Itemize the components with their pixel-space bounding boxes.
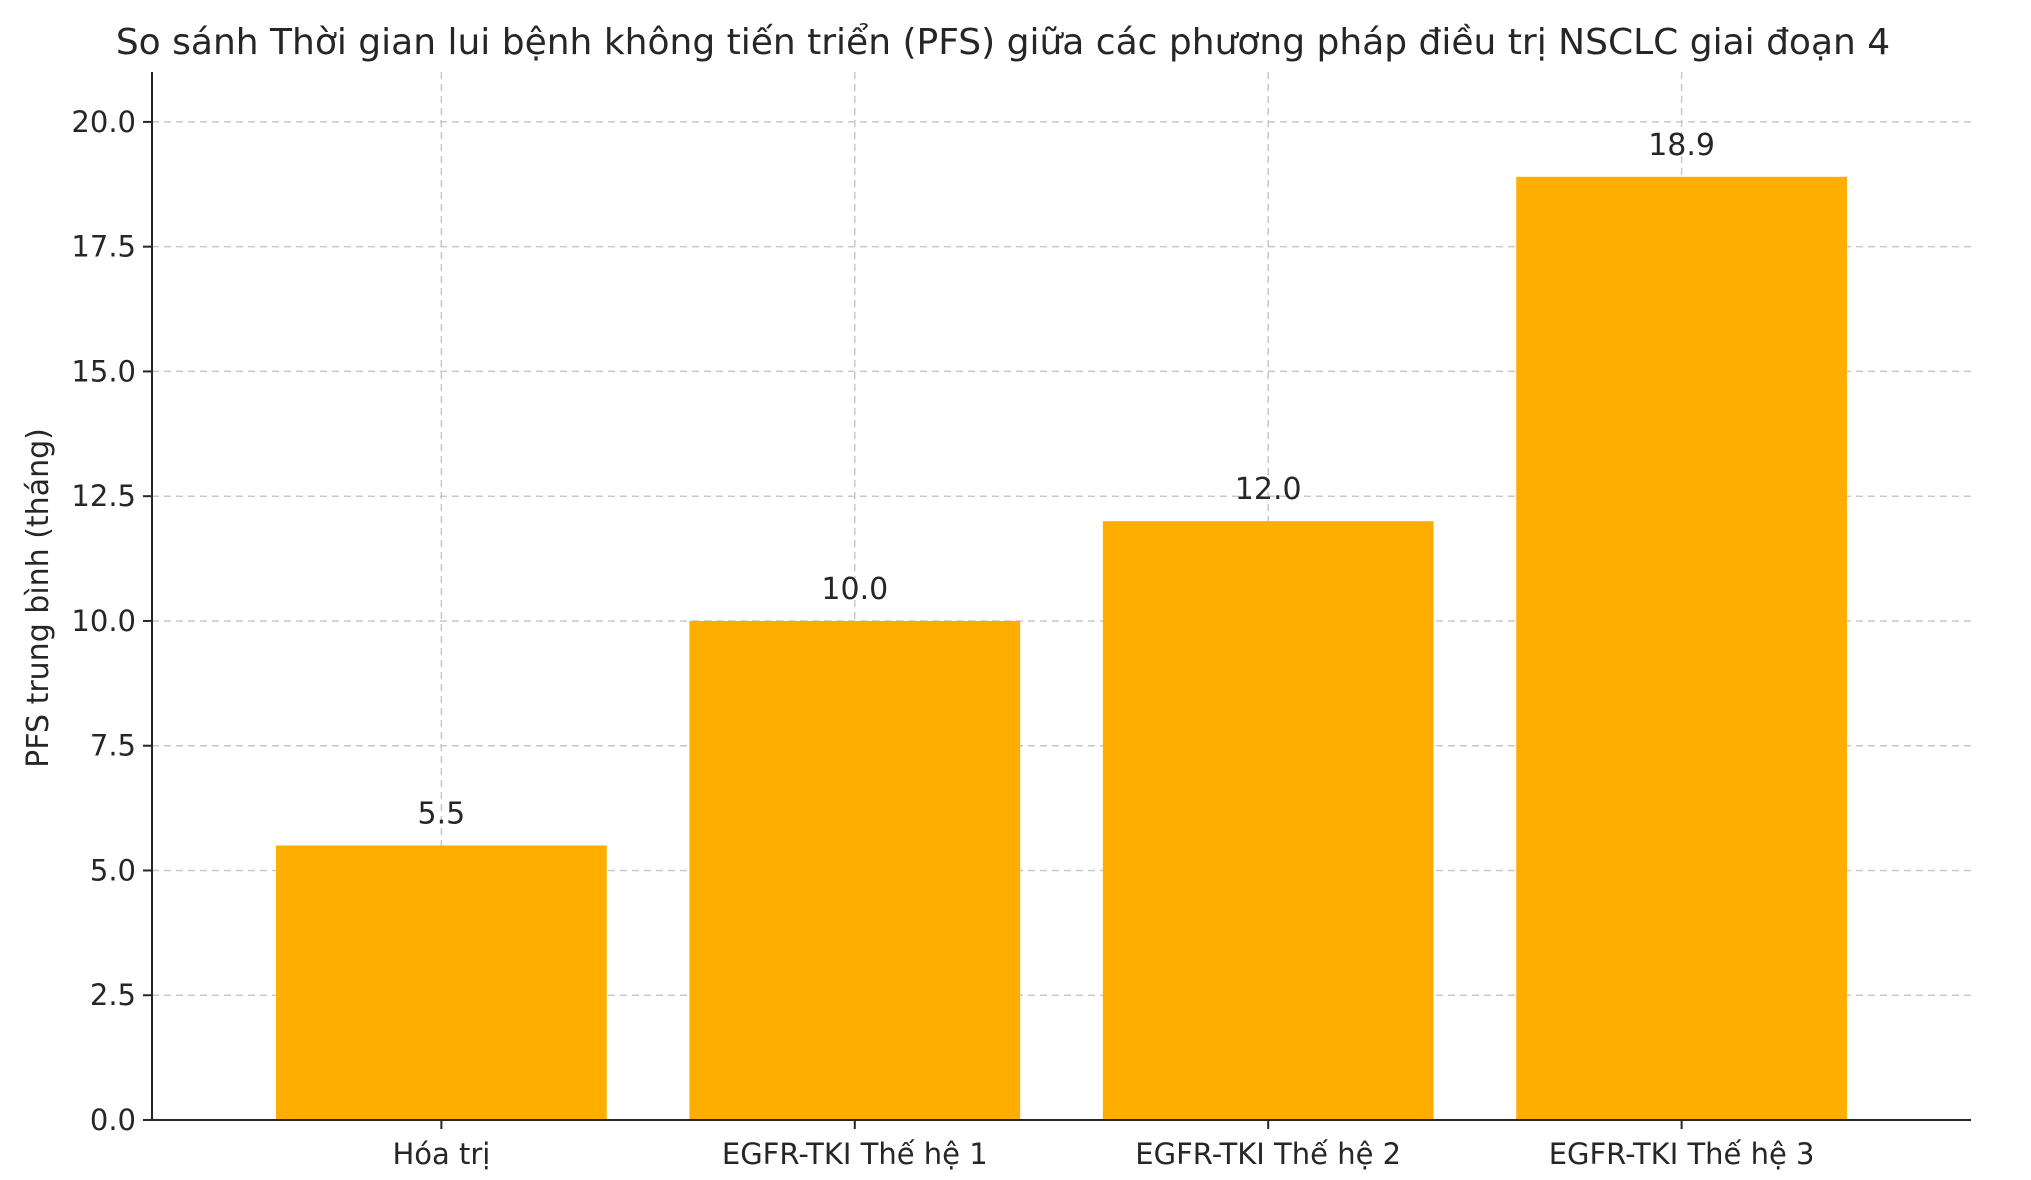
bar bbox=[689, 620, 1021, 1120]
x-tick-label: EGFR-TKI Thế hệ 2 bbox=[1135, 1137, 1401, 1171]
y-tick-label: 7.5 bbox=[90, 729, 136, 763]
bar-value-label: 5.5 bbox=[418, 797, 466, 832]
y-tick-label: 10.0 bbox=[71, 604, 136, 638]
bar-value-labels: 5.5 10.0 12.0 18.9 bbox=[418, 128, 1715, 832]
y-tick-label: 2.5 bbox=[90, 978, 136, 1012]
bar bbox=[1102, 521, 1434, 1120]
bar bbox=[1516, 176, 1847, 1121]
bar-value-label: 10.0 bbox=[821, 572, 888, 607]
y-axis-label: PFS trung bình (tháng) bbox=[21, 428, 56, 768]
y-tick-label: 12.5 bbox=[71, 479, 136, 513]
x-tick-label: EGFR-TKI Thế hệ 3 bbox=[1549, 1137, 1815, 1171]
chart-title: So sánh Thời gian lui bệnh không tiến tr… bbox=[116, 22, 1890, 63]
y-tick-label: 20.0 bbox=[71, 105, 136, 139]
axes: 0.0 2.5 5.0 7.5 10.0 12.5 15.0 17.5 20.0 Hóa trị E… bbox=[71, 72, 1971, 1171]
bar bbox=[276, 845, 607, 1120]
y-tick-label: 5.0 bbox=[90, 853, 136, 887]
bar-value-label: 12.0 bbox=[1235, 472, 1302, 507]
x-tick-label: EGFR-TKI Thế hệ 1 bbox=[722, 1137, 988, 1171]
y-tick-label: 17.5 bbox=[71, 230, 136, 264]
bars bbox=[276, 176, 1847, 1121]
y-tick-label: 15.0 bbox=[71, 354, 136, 388]
y-tick-label: 0.0 bbox=[90, 1103, 136, 1137]
bar-value-label: 18.9 bbox=[1648, 128, 1715, 163]
x-tick-label: Hóa trị bbox=[392, 1137, 490, 1171]
